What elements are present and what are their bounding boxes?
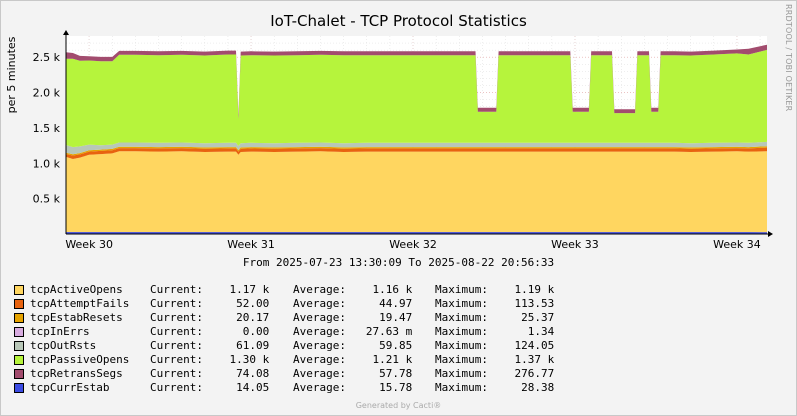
- legend-average: Average: 15.78: [293, 381, 413, 394]
- legend-average: Average: 44.97: [293, 297, 413, 310]
- legend-current: Current: 14.05: [150, 381, 270, 394]
- legend-maximum: Maximum: 1.37 k: [435, 353, 555, 366]
- y-tick-label: 2.0 k: [33, 87, 61, 100]
- legend-average: Average: 1.21 k: [293, 353, 413, 366]
- legend-swatch: [14, 313, 24, 323]
- legend-series-name: tcpEstabResets: [30, 311, 123, 324]
- legend-series-name: tcpOutRsts: [30, 339, 97, 352]
- legend-current: Current: 1.30 k: [150, 353, 270, 366]
- legend-maximum: Maximum: 276.77: [435, 367, 555, 380]
- legend-average: Average: 59.85: [293, 339, 413, 352]
- legend-series-name: tcpInErrs: [30, 325, 90, 338]
- generated-by-footer: Generated by Cacti®: [355, 401, 442, 410]
- legend-current: Current: 61.09: [150, 339, 270, 352]
- legend-current: Current: 20.17: [150, 311, 270, 324]
- y-axis-arrow: [63, 30, 69, 35]
- legend-swatch: [14, 369, 24, 379]
- legend-swatch: [14, 285, 24, 295]
- date-range: From 2025-07-23 13:30:09 To 2025-08-22 2…: [242, 256, 555, 269]
- x-tick-label: Week 32: [389, 238, 437, 251]
- axis-layer: 0.5 k 1.0 k 1.5 k 2.0 k 2.5 k Week 30 Week 31 W…: [33, 30, 773, 251]
- legend-series-name: tcpActiveOpens: [30, 283, 123, 296]
- legend-swatch: [14, 355, 24, 365]
- area-layer: [66, 44, 767, 234]
- y-tick-label: 2.5 k: [33, 51, 61, 64]
- legend-current: Current: 74.08: [150, 367, 270, 380]
- x-axis-arrow: [768, 231, 773, 237]
- legend-maximum: Maximum: 25.37: [435, 311, 555, 324]
- y-tick-label: 1.0 k: [33, 157, 61, 170]
- legend-average: Average: 57.78: [293, 367, 413, 380]
- y-tick-label: 1.5 k: [33, 122, 61, 135]
- legend-swatch: [14, 341, 24, 351]
- legend-average: Average: 27.63 m: [293, 325, 413, 338]
- legend-series-name: tcpAttemptFails: [30, 297, 130, 310]
- y-tick-label: 0.5 k: [33, 193, 61, 206]
- legend-maximum: Maximum: 28.38: [435, 381, 555, 394]
- x-tick-label: Week 31: [227, 238, 275, 251]
- legend-average: Average: 1.16 k: [293, 283, 413, 296]
- area-tcpPassiveOpens: [66, 49, 767, 148]
- legend-series-name: tcpRetransSegs: [30, 367, 123, 380]
- legend-average: Average: 19.47: [293, 311, 413, 324]
- rrdtool-watermark: RRDTOOL / TOBI OETIKER: [784, 4, 793, 112]
- legend-current: Current: 52.00: [150, 297, 270, 310]
- legend-swatch: [14, 299, 24, 309]
- legend-maximum: Maximum: 124.05: [435, 339, 555, 352]
- legend-current: Current: 1.17 k: [150, 283, 270, 296]
- legend-series-name: tcpCurrEstab: [30, 381, 110, 394]
- legend-maximum: Maximum: 1.19 k: [435, 283, 555, 296]
- area-tcpAttemptFails: [66, 147, 767, 159]
- legend-series-name: tcpPassiveOpens: [30, 353, 130, 366]
- legend-swatch: [14, 327, 24, 337]
- legend-maximum: Maximum: 1.34: [435, 325, 555, 338]
- area-tcpEstabResets: [66, 146, 767, 156]
- area-tcpRetransSegs: [66, 44, 767, 120]
- chart-plot: 0.5 k 1.0 k 1.5 k 2.0 k 2.5 k Week 30 Week 31 W…: [33, 30, 773, 251]
- area-tcpOutRsts: [66, 141, 767, 155]
- chart-title: IoT-Chalet - TCP Protocol Statistics: [270, 12, 527, 30]
- x-tick-label: Week 30: [65, 238, 113, 251]
- x-tick-label: Week 33: [551, 238, 599, 251]
- legend-current: Current: 0.00: [150, 325, 270, 338]
- x-tick-label: Week 34: [713, 238, 761, 251]
- legend-swatch: [14, 383, 24, 393]
- area-tcpActiveOpens: [66, 151, 767, 234]
- legend-maximum: Maximum: 113.53: [435, 297, 555, 310]
